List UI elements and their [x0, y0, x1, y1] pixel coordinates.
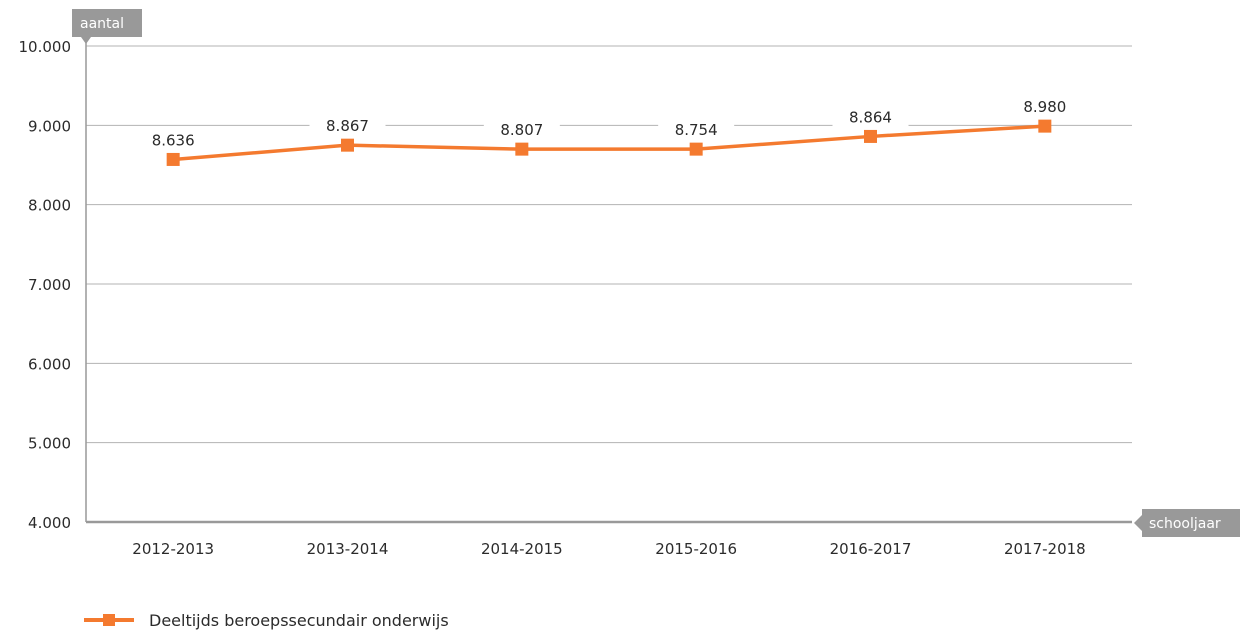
- data-point-marker: [166, 152, 180, 166]
- data-label-backdrop: [832, 122, 909, 129]
- y-tick-label: 5.000: [28, 435, 71, 453]
- y-tick-label: 8.000: [28, 197, 71, 215]
- data-label-backdrop: [483, 122, 560, 129]
- legend-marker-swatch: [103, 614, 115, 626]
- x-tick-label: 2013-2014: [307, 540, 389, 558]
- y-axis-tag-pointer: [81, 37, 91, 44]
- x-axis-tag-pointer: [1134, 515, 1142, 531]
- x-tick-label: 2017-2018: [1004, 540, 1086, 558]
- y-tick-label: 10.000: [19, 38, 72, 56]
- y-tick-label: 6.000: [28, 355, 71, 373]
- x-axis-tag-box: [1142, 509, 1240, 537]
- data-point-marker: [1038, 119, 1052, 133]
- data-labels: 8.636 8.867 8.807 8.754 8.864 8.980: [152, 98, 1067, 149]
- x-tick-label: 2012-2013: [132, 540, 214, 558]
- data-point-marker: [689, 142, 703, 156]
- data-label: 8.636: [152, 131, 195, 149]
- y-tick-label: 4.000: [28, 514, 71, 532]
- series-deeltijds: [166, 119, 1052, 166]
- gridlines: [86, 45, 1132, 444]
- y-tick-label: 9.000: [28, 117, 71, 135]
- x-tick-label: 2014-2015: [481, 540, 563, 558]
- x-axis-tag: schooljaar: [1134, 509, 1240, 537]
- x-tick-label: 2015-2016: [655, 540, 737, 558]
- data-label-backdrop: [309, 122, 386, 129]
- data-label-backdrop: [658, 122, 735, 129]
- y-tick-label: 7.000: [28, 276, 71, 294]
- data-label: 8.754: [675, 121, 718, 139]
- y-tick-labels: 4.000 5.000 6.000 7.000 8.000 9.000 10.000: [19, 38, 72, 532]
- x-tick-label: 2016-2017: [830, 540, 912, 558]
- x-axis-title: schooljaar: [1149, 516, 1221, 532]
- data-point-marker: [864, 129, 877, 143]
- series-line: [173, 124, 1045, 162]
- y-axis-title: aantal: [80, 16, 124, 32]
- data-label: 8.867: [326, 117, 369, 135]
- data-label: 8.864: [849, 108, 892, 126]
- data-label: 8.807: [500, 121, 543, 139]
- data-point-marker: [341, 138, 354, 152]
- data-point-marker: [515, 142, 529, 156]
- y-axis-tag-box: [72, 9, 142, 37]
- x-tick-labels: 2012-2013 2013-2014 2014-2015 2015-2016 2016…: [132, 540, 1085, 558]
- legend-entry-label: Deeltijds beroepssecundair onderwijs: [149, 611, 449, 630]
- y-axis-tag: aantal: [72, 9, 142, 44]
- legend: Deeltijds beroepssecundair onderwijs: [84, 611, 449, 630]
- data-label: 8.980: [1023, 98, 1066, 116]
